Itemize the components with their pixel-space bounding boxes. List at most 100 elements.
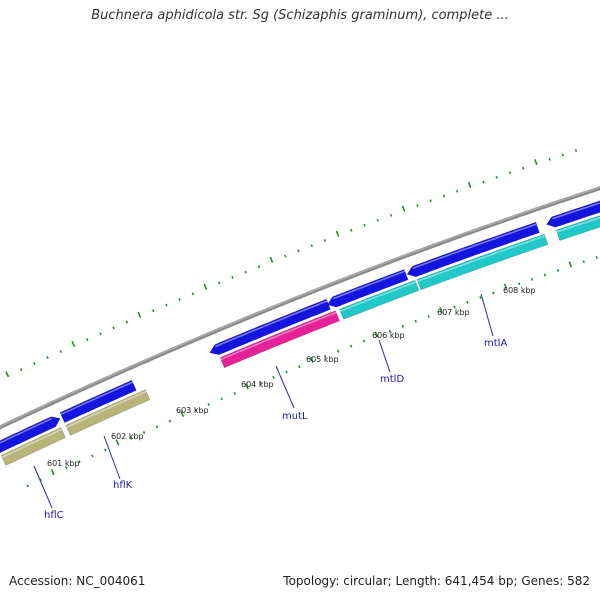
inner-ruler-tick xyxy=(78,460,81,464)
forward-cds-block xyxy=(406,221,540,278)
inner-ruler-tick xyxy=(439,307,443,314)
outer-ruler-tick xyxy=(297,249,300,253)
inner-ruler-tick xyxy=(427,315,430,318)
inner-ruler-tick xyxy=(180,410,185,418)
outer-ruler-tick xyxy=(284,254,287,258)
outer-ruler-tick xyxy=(46,356,49,360)
outer-ruler-tick xyxy=(5,371,10,378)
mtlD-leader xyxy=(378,339,391,373)
tick-label-606-kbp: 606 kbp xyxy=(372,331,405,340)
tick-label-608-kbp: 608 kbp xyxy=(503,286,536,295)
mtlD-cds-block-sheen xyxy=(339,281,417,312)
outer-ruler-tick xyxy=(33,362,36,366)
gene-label-mtlD[interactable]: mtlD xyxy=(380,374,404,385)
inner-ruler-tick xyxy=(518,282,521,286)
outer-ruler-tick xyxy=(165,303,168,307)
outer-ruler-tick xyxy=(534,158,538,166)
forward-cds-block-sheen xyxy=(215,300,328,348)
inner-ruler-tick xyxy=(466,300,469,304)
inner-ruler-tick xyxy=(503,283,508,290)
inner-ruler-tick xyxy=(556,269,560,272)
inner-ruler-tick xyxy=(207,402,211,406)
inner-ruler-tick xyxy=(155,425,159,429)
forward-cds-block-sheen xyxy=(332,270,406,300)
map-title: Buchnera aphidicola str. Sg (Schizaphis … xyxy=(91,8,509,23)
gene-leader-layer xyxy=(33,293,494,509)
gene-label-mutL[interactable]: mutL xyxy=(282,411,308,422)
outer-ruler-tick xyxy=(429,199,432,203)
inner-ruler-tick xyxy=(543,273,547,277)
inner-ruler-tick xyxy=(220,397,223,401)
gene-label-layer: hflC hflK mutL mtlD mtlA xyxy=(44,338,507,521)
gene-label-hflC[interactable]: hflC xyxy=(44,510,64,521)
topology-summary-text: Topology: circular; Length: 641,454 bp; … xyxy=(283,574,590,588)
tick-label-602-kbp: 602 kbp xyxy=(111,432,144,441)
outer-ruler-tick xyxy=(323,239,327,242)
inner-ruler-tick xyxy=(582,260,585,264)
outer-ruler-tick xyxy=(482,180,485,184)
outer-ruler-tick xyxy=(191,292,195,296)
inner-ruler-tick xyxy=(168,419,172,423)
outer-ruler-tick xyxy=(269,256,274,263)
outer-ruler-tick xyxy=(495,175,498,179)
outer-ruler-tick xyxy=(548,157,551,161)
inner-ruler-tick xyxy=(115,439,120,446)
inner-ruler-tick xyxy=(50,469,55,476)
inner-ruler-tick xyxy=(298,365,301,369)
mutL-cds-block-sheen xyxy=(220,311,337,361)
mtlA-cds-block xyxy=(416,233,549,291)
outer-ruler-tick xyxy=(59,350,63,354)
tick-label-601-kbp: 601 kbp xyxy=(47,459,80,468)
outer-ruler-tick xyxy=(467,181,472,188)
hflK-leader xyxy=(103,435,121,480)
outer-ruler-tick xyxy=(99,332,102,336)
outer-ruler-tick xyxy=(137,311,142,318)
tick-label-607-kbp: 607 kbp xyxy=(437,308,470,317)
inner-ruler-tick xyxy=(91,454,94,458)
outer-ruler-tick xyxy=(574,149,578,153)
outer-ruler-tick xyxy=(151,309,155,313)
inner-ruler-tick xyxy=(388,329,392,333)
tick-label-605-kbp: 605 kbp xyxy=(306,355,339,364)
inner-ruler-tick xyxy=(374,331,379,338)
outer-ruler-tick xyxy=(244,270,247,274)
forward-cds-block xyxy=(326,269,409,308)
inner-ruler-tick xyxy=(285,370,288,374)
outer-ruler-tick xyxy=(350,228,353,232)
accession-text: Accession: NC_004061 xyxy=(9,574,146,588)
gene-label-mtlA[interactable]: mtlA xyxy=(484,338,507,349)
hflK-cds-block xyxy=(65,389,151,436)
cyan-cds-block xyxy=(555,215,600,241)
inner-ruler-tick xyxy=(26,484,29,488)
inner-ruler-tick xyxy=(233,391,236,395)
tick-label-603-kbp: 603 kbp xyxy=(176,406,209,415)
inner-ruler-tick xyxy=(142,431,146,435)
outer-ruler-tick xyxy=(125,320,129,324)
outer-ruler-tick xyxy=(85,338,89,342)
inner-ruler-tick xyxy=(336,349,340,353)
gene-label-hflK[interactable]: hflK xyxy=(113,480,133,491)
inner-ruler-tick xyxy=(39,478,42,482)
outer-ruler-tick xyxy=(376,218,379,222)
backbone-line xyxy=(0,186,600,430)
outer-ruler-tick xyxy=(310,244,313,248)
hflC-cds-block-sheen xyxy=(1,428,63,458)
cyan-cds-block-sheen xyxy=(556,216,600,233)
gene-feature-layer xyxy=(0,200,600,466)
outer-ruler-tick xyxy=(257,265,261,269)
outer-ruler-tick xyxy=(71,340,76,348)
mtlD-cds-block xyxy=(339,279,420,320)
inner-ruler-tick xyxy=(309,356,314,364)
hflK-cds-block-sheen xyxy=(66,390,147,428)
outer-ruler-tick xyxy=(561,153,564,157)
outer-ruler-tick xyxy=(416,204,419,207)
outer-ruler-tick xyxy=(389,213,393,217)
outer-ruler-tick xyxy=(455,189,459,193)
outer-ruler-tick xyxy=(218,281,221,285)
inner-ruler-tick xyxy=(129,436,133,440)
outer-ruler-tick xyxy=(335,230,340,237)
backbone-highlight xyxy=(0,186,600,427)
inner-ruler-tick xyxy=(492,291,495,295)
